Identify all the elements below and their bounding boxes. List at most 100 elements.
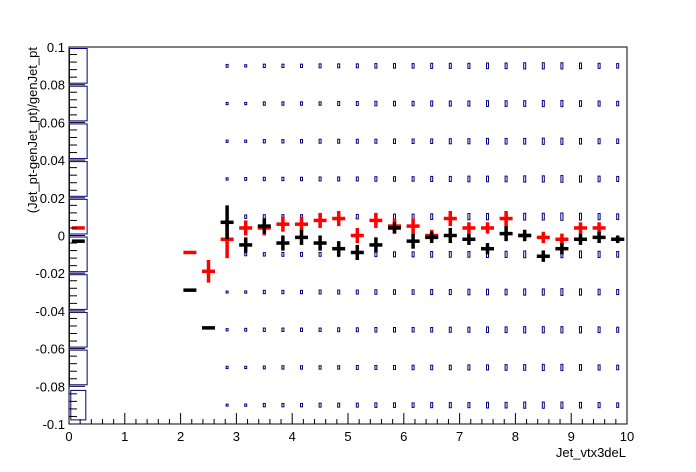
box-mark [318, 101, 322, 106]
box-mark [578, 250, 583, 259]
box-mark [467, 251, 471, 258]
box-mark [411, 289, 415, 295]
box-mark [560, 99, 564, 108]
box-mark [504, 364, 508, 371]
box-mark [244, 365, 248, 370]
box-mark [616, 100, 620, 107]
box-mark [318, 251, 322, 257]
box-mark [560, 288, 564, 296]
box-mark [597, 402, 601, 409]
box-mark [225, 290, 229, 294]
box-mark [337, 365, 341, 370]
box-mark [430, 138, 434, 145]
box-mark [68, 48, 88, 84]
box-mark [300, 101, 304, 106]
box-mark [337, 402, 341, 408]
box-mark [70, 389, 87, 421]
box-mark [579, 62, 583, 70]
box-mark [411, 326, 415, 333]
box-mark [504, 326, 508, 334]
box-mark [430, 62, 434, 69]
box-mark [448, 364, 452, 371]
box-mark [448, 251, 452, 258]
box-mark [374, 402, 378, 408]
box-mark [467, 62, 471, 69]
box-mark [281, 101, 285, 106]
box-mark [430, 251, 434, 258]
box-mark [244, 290, 248, 294]
box-mark [541, 363, 545, 372]
box-mark [225, 63, 229, 68]
box-mark [616, 175, 620, 182]
box-mark [281, 402, 285, 408]
y-tick-label: -0.08 [35, 379, 65, 394]
box-mark [504, 100, 508, 107]
box-mark [579, 401, 583, 409]
box-mark [68, 198, 88, 235]
x-tick-label: 8 [512, 429, 519, 444]
box-mark [616, 251, 620, 258]
box-mark [430, 175, 434, 182]
box-mark [579, 137, 583, 145]
box-mark [355, 176, 359, 182]
box-mark [448, 402, 452, 409]
box-mark [392, 364, 396, 370]
box-mark [392, 402, 396, 408]
box-mark [523, 137, 527, 145]
box-mark [355, 138, 359, 144]
y-tick-label: 0.1 [47, 40, 65, 55]
series-marks [71, 205, 625, 330]
box-mark [374, 138, 378, 144]
y-tick-label: 0.08 [40, 78, 65, 93]
box-mark [225, 101, 229, 106]
box-mark [430, 326, 434, 333]
box-mark [579, 175, 583, 183]
box-mark [541, 137, 545, 145]
box-mark [430, 402, 434, 409]
box-mark [355, 289, 359, 295]
y-tick-label: 0.04 [40, 153, 65, 168]
box-mark [262, 63, 266, 69]
box-mark [597, 250, 601, 258]
box-mark [467, 364, 471, 371]
box-mark [616, 213, 620, 220]
box-mark [68, 161, 88, 197]
box-mark [225, 139, 229, 143]
box-mark [411, 176, 415, 182]
x-tick-label: 10 [620, 429, 634, 444]
box-mark [541, 175, 545, 183]
box-mark [318, 365, 322, 370]
box-mark [616, 364, 620, 371]
box-mark [262, 327, 266, 332]
box-mark [262, 289, 266, 295]
box-mark [68, 349, 88, 386]
box-mark [504, 401, 508, 409]
box-mark [262, 214, 266, 220]
box-mark [467, 213, 471, 221]
box-mark [467, 402, 471, 409]
y-tick-label: 0.06 [40, 115, 65, 130]
box-mark [262, 252, 266, 257]
box-mark [523, 364, 527, 371]
box-mark [616, 138, 620, 145]
box-mark [374, 176, 378, 182]
box-mark [523, 100, 527, 107]
box-mark [448, 289, 452, 296]
box-mark [68, 274, 88, 310]
box-mark [411, 138, 415, 145]
box-mark [560, 175, 564, 183]
x-tick-label: 2 [177, 429, 184, 444]
box-mark [355, 101, 359, 107]
box-mark [411, 63, 415, 69]
box-mark [318, 138, 322, 144]
box-mark [430, 289, 434, 296]
box-mark [486, 326, 489, 334]
box-mark [411, 364, 415, 371]
box-mark [467, 138, 471, 145]
box-mark [504, 62, 508, 70]
box-mark [244, 214, 248, 219]
box-mark [486, 62, 489, 70]
box-mark [262, 101, 266, 106]
axes: 0 1 2 3 4 5 6 7 8 9 10 -0.1 -0.08 -0.06 -0.04 -0.02 0 0.0… [35, 40, 634, 444]
box-mark [523, 401, 527, 409]
